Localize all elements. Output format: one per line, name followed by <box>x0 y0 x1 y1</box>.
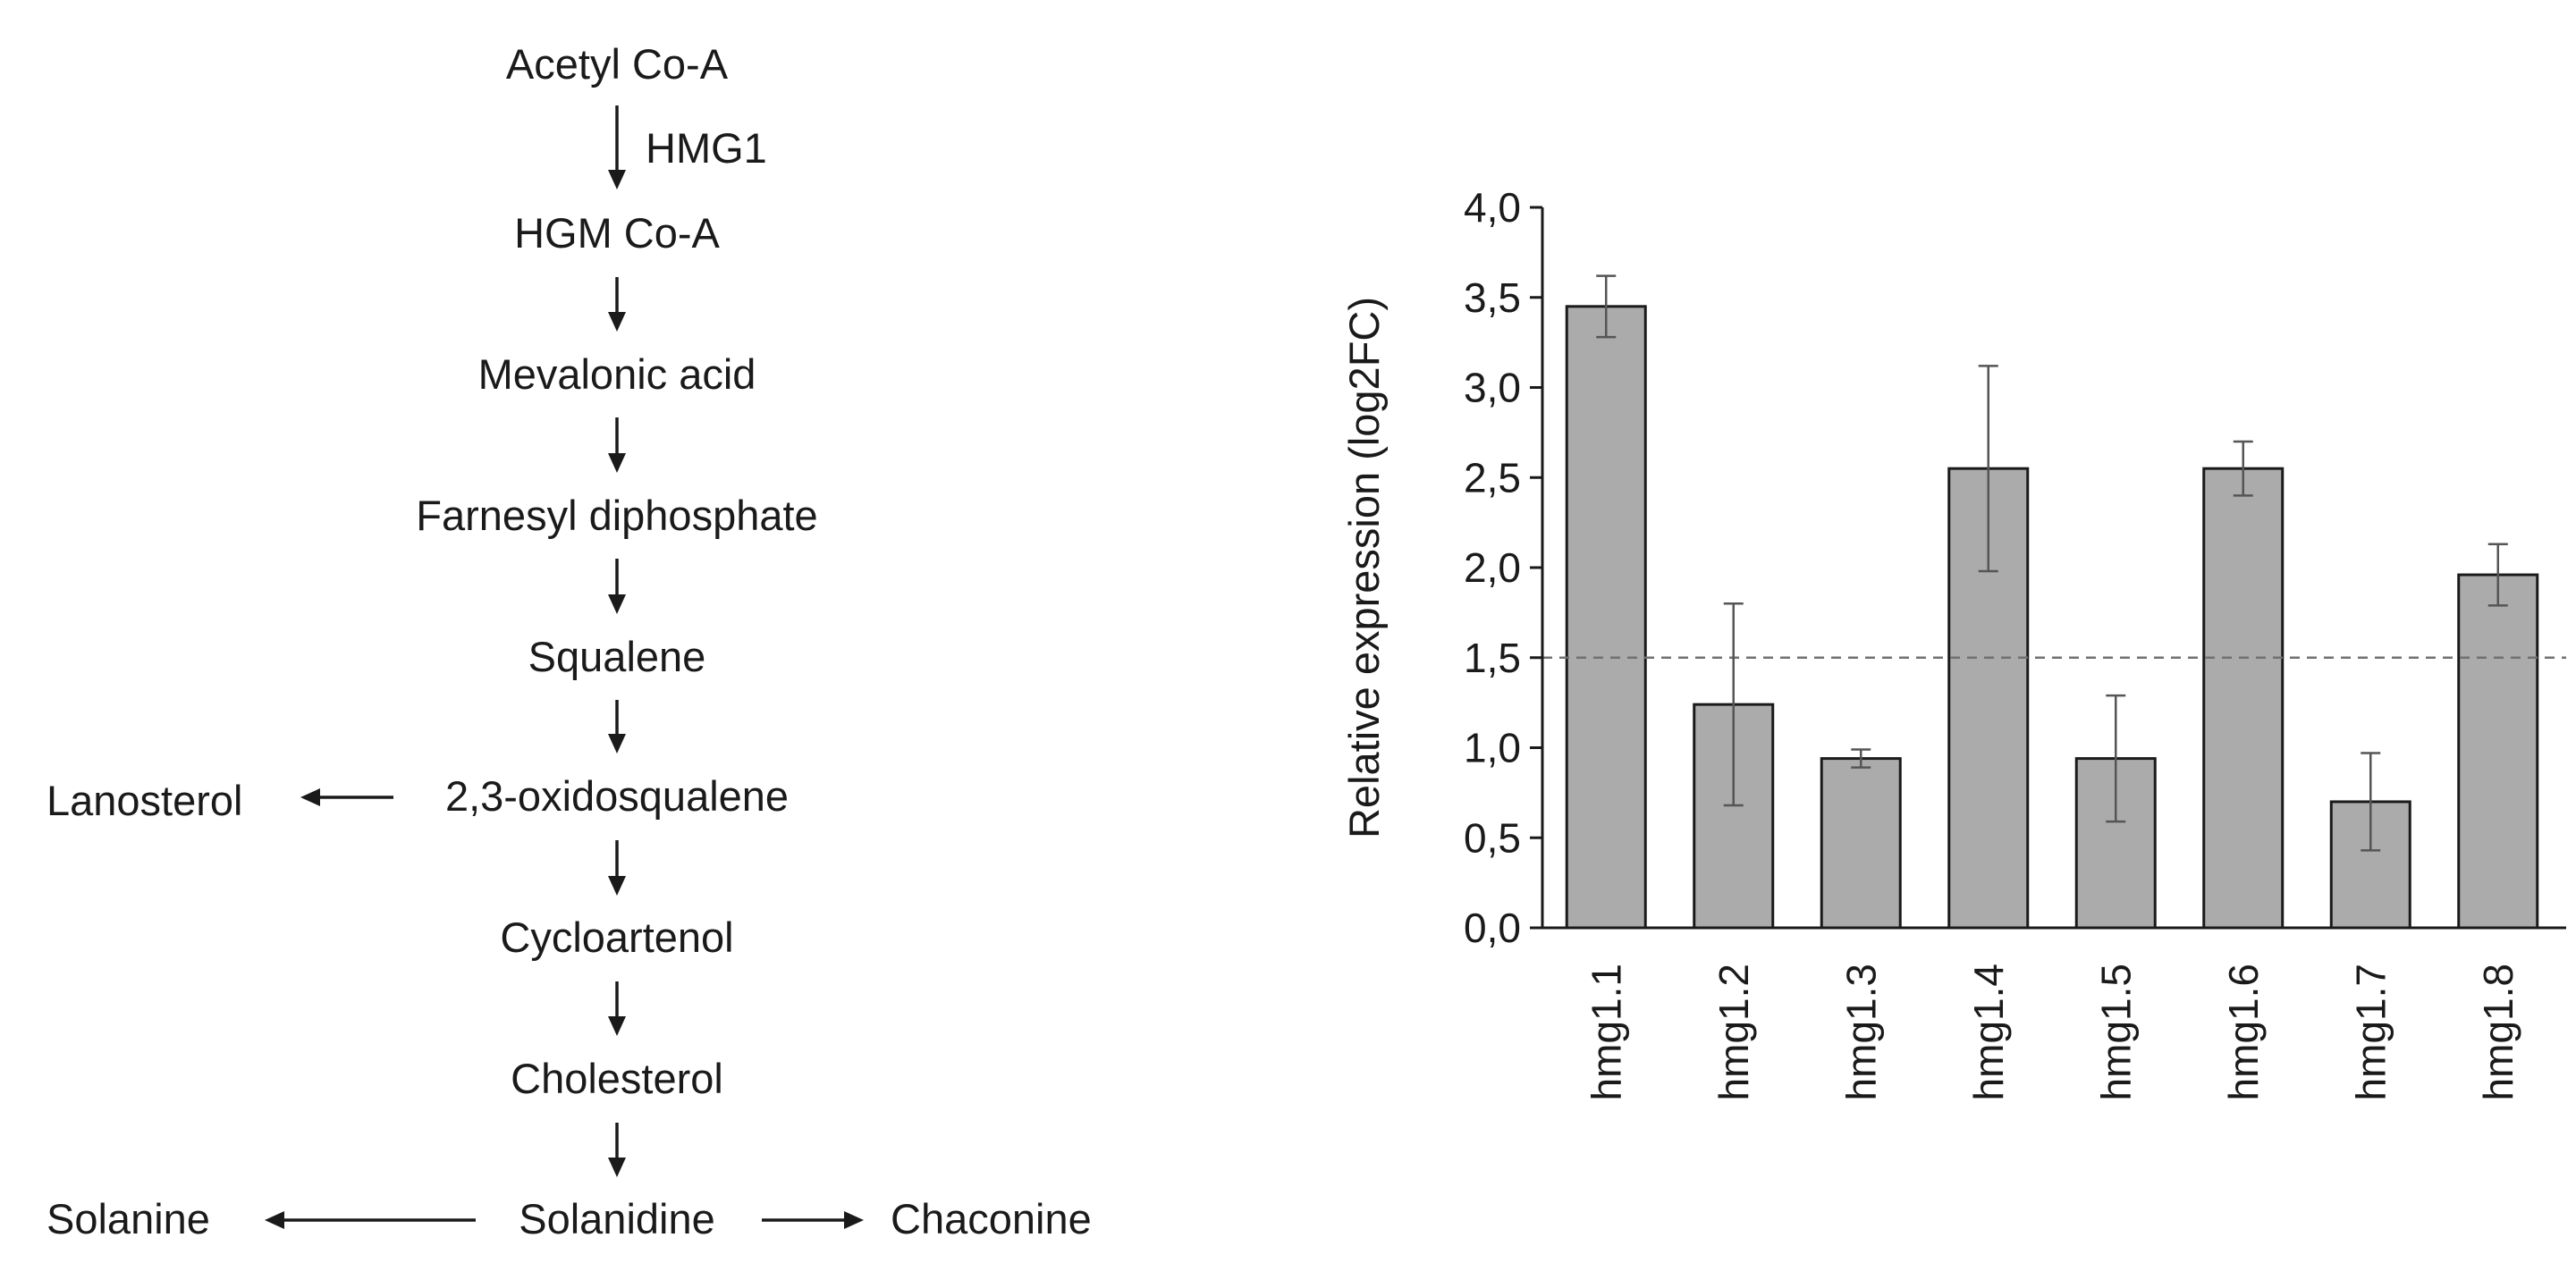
pathway-node-oxidosqualene: 2,3-oxidosqualene <box>444 772 790 820</box>
pathway-node-cycloartenol: Cycloartenol <box>500 914 734 961</box>
bar <box>1820 757 1902 930</box>
pathway-node-chaconine: Chaconine <box>891 1195 1092 1242</box>
pathway-node-farnesyl-diphosphate: Farnesyl diphosphate <box>416 492 818 539</box>
biosynthesis-pathway: Acetyl Co-A HMG1 HGM Co-A Mevalonic acid… <box>0 0 1162 1259</box>
pathway-node-acetyl-coa: Acetyl Co-A <box>505 40 729 88</box>
bar <box>1565 305 1647 930</box>
x-tick-label: hmg1.3 <box>1837 964 1884 1100</box>
x-tick-label: hmg1.1 <box>1583 964 1629 1100</box>
y-tick-label: 1,0 <box>1464 725 1521 771</box>
enzyme-label-hmg1: HMG1 <box>646 124 767 172</box>
x-tick-label: hmg1.8 <box>2475 964 2521 1100</box>
pathway-arrows <box>265 105 864 1229</box>
y-tick-label: 0,5 <box>1464 814 1521 861</box>
y-tick-label: 0,0 <box>1464 905 1521 951</box>
x-tick-label: hmg1.6 <box>2220 964 2267 1100</box>
pathway-node-cholesterol: Cholesterol <box>511 1055 723 1102</box>
arrowhead-cycloartenol-to-cholesterol <box>608 1016 626 1036</box>
bar-chart: 0,0 0,5 1,0 1,5 2,0 2,5 3,0 3,5 4,0 hmg1.1 hmg1.2 h… <box>1340 184 2566 1100</box>
arrowhead-farnesyl-to-squalene <box>608 594 626 614</box>
y-axis-label: Relative expression (log2FC) <box>1340 297 1388 838</box>
arrowhead-hgm-to-mevalonic <box>608 312 626 332</box>
arrowhead-solanine <box>265 1211 284 1229</box>
x-tick-label: hmg1.4 <box>1965 964 2012 1100</box>
arrowhead-cholesterol-to-solanidine <box>608 1158 626 1177</box>
y-tick-label: 3,0 <box>1464 365 1521 411</box>
x-tick-label: hmg1.2 <box>1710 964 1757 1100</box>
arrowhead-chaconine <box>844 1211 864 1229</box>
arrowhead-lanosterol <box>300 788 320 806</box>
arrowhead-oxidosqualene-to-cycloartenol <box>608 876 626 896</box>
y-tick-label: 1,5 <box>1464 635 1521 681</box>
pathway-node-solanine: Solanine <box>46 1195 210 1242</box>
y-tick-label: 3,5 <box>1464 274 1521 321</box>
pathway-node-solanidine: Solanidine <box>519 1195 715 1242</box>
y-tick-label: 4,0 <box>1464 184 1521 231</box>
x-tick-label: hmg1.5 <box>2092 964 2139 1100</box>
pathway-node-squalene: Squalene <box>528 633 706 680</box>
pathway-node-mevalonic-acid: Mevalonic acid <box>477 350 756 398</box>
x-tick-label: hmg1.7 <box>2347 964 2394 1100</box>
y-tick-label: 2,5 <box>1464 454 1521 501</box>
y-tick-label: 2,0 <box>1464 544 1521 591</box>
arrowhead-mevalonic-to-farnesyl <box>608 453 626 473</box>
bar <box>2457 573 2539 930</box>
arrowhead-acetyl-to-hgm <box>608 170 626 189</box>
pathway-node-lanosterol: Lanosterol <box>46 777 243 824</box>
expression-chart: 0,0 0,5 1,0 1,5 2,0 2,5 3,0 3,5 4,0 hmg1.1 hmg1.2 h… <box>1288 0 2576 1259</box>
arrowhead-squalene-to-oxidosqualene <box>608 734 626 754</box>
pathway-node-hgm-coa: HGM Co-A <box>514 209 720 257</box>
bar <box>2202 467 2285 930</box>
